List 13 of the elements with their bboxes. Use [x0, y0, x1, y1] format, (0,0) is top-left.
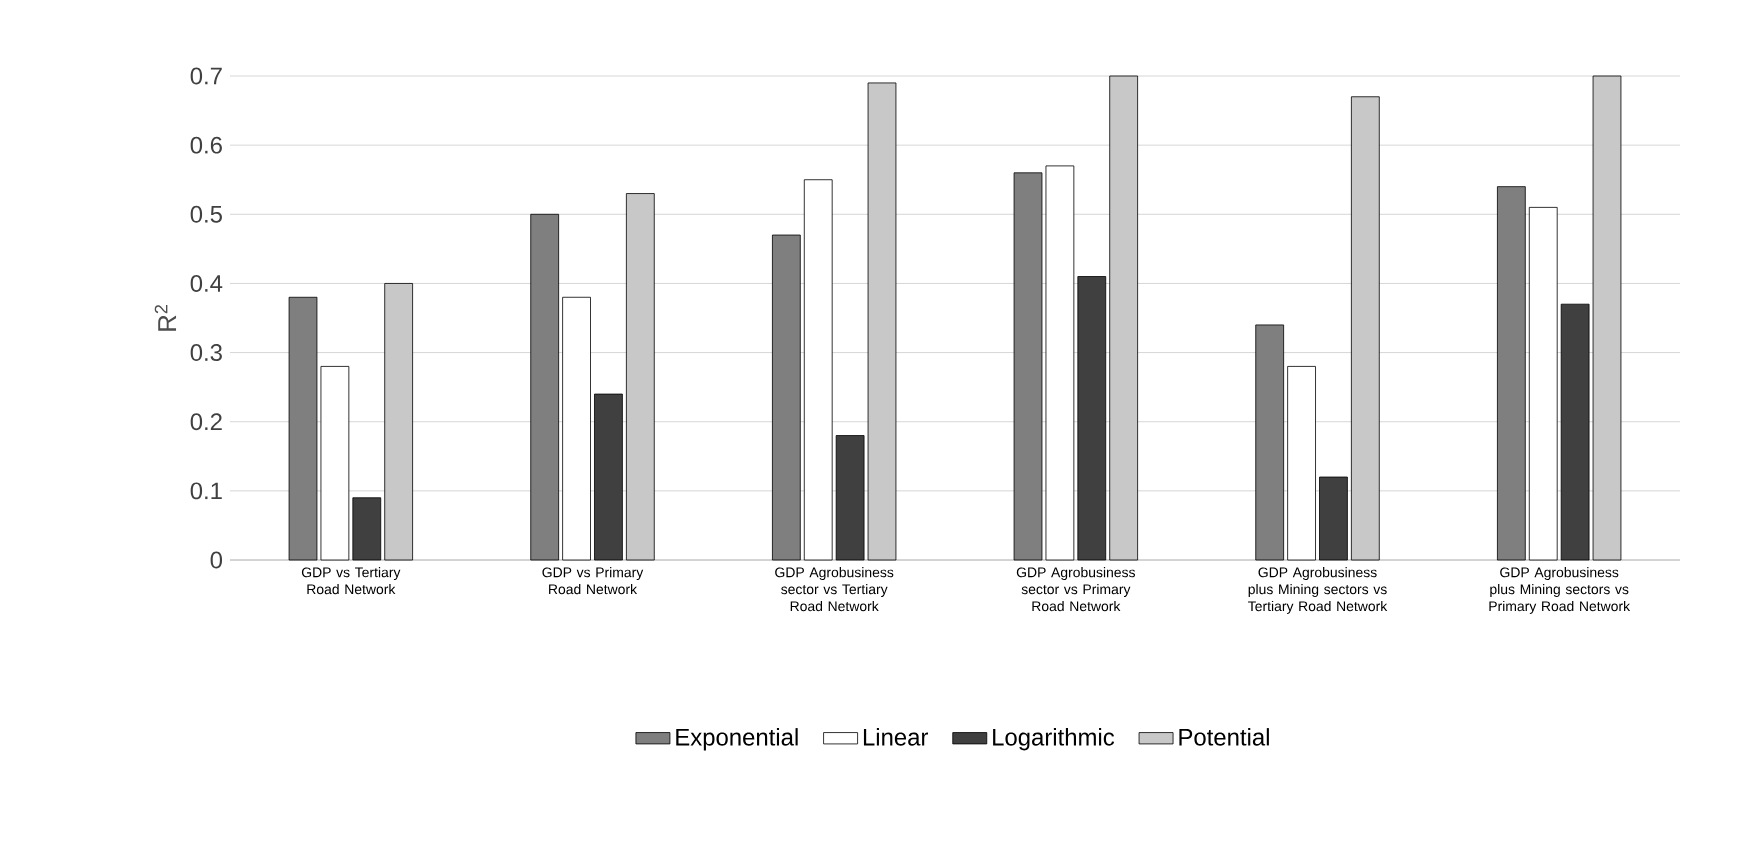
legend-label: Logarithmic	[993, 728, 1115, 751]
y-axis-title: R$^{2}$	[154, 305, 177, 331]
y-tick-label: 0.4	[190, 274, 223, 292]
y-tick-label: 0.6	[190, 136, 222, 154]
y-tick-label: 0	[210, 551, 223, 569]
y-tick-label: 0.3	[190, 344, 222, 362]
legend-label: Exponential	[676, 728, 798, 751]
y-tick-label: 0.5	[190, 205, 222, 223]
y-tick-label: 0.2	[190, 413, 222, 431]
legend-label: Potential	[1179, 728, 1269, 746]
y-tick-label: 0.7	[190, 67, 222, 85]
y-tick-label: 0.1	[190, 482, 222, 500]
legend-label: Linear	[863, 728, 929, 746]
